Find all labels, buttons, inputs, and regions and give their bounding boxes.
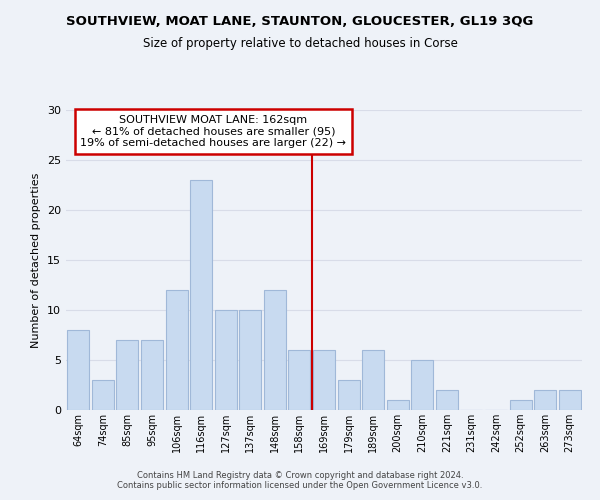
Bar [289, 350, 310, 410]
Bar [67, 330, 89, 410]
Bar [436, 390, 458, 410]
Text: Contains HM Land Registry data © Crown copyright and database right 2024.
Contai: Contains HM Land Registry data © Crown c… [118, 470, 482, 490]
Text: Size of property relative to detached houses in Corse: Size of property relative to detached ho… [143, 38, 457, 51]
Bar [190, 180, 212, 410]
Bar [534, 390, 556, 410]
Bar [239, 310, 262, 410]
Bar [509, 400, 532, 410]
Bar [313, 350, 335, 410]
Bar [362, 350, 384, 410]
Text: SOUTHVIEW MOAT LANE: 162sqm
← 81% of detached houses are smaller (95)
19% of sem: SOUTHVIEW MOAT LANE: 162sqm ← 81% of det… [80, 115, 346, 148]
Bar [92, 380, 114, 410]
Bar [411, 360, 433, 410]
Text: SOUTHVIEW, MOAT LANE, STAUNTON, GLOUCESTER, GL19 3QG: SOUTHVIEW, MOAT LANE, STAUNTON, GLOUCEST… [67, 15, 533, 28]
Bar [116, 340, 139, 410]
Bar [141, 340, 163, 410]
Bar [215, 310, 237, 410]
Bar [338, 380, 359, 410]
Y-axis label: Number of detached properties: Number of detached properties [31, 172, 41, 348]
Bar [386, 400, 409, 410]
Bar [264, 290, 286, 410]
Bar [559, 390, 581, 410]
Bar [166, 290, 188, 410]
